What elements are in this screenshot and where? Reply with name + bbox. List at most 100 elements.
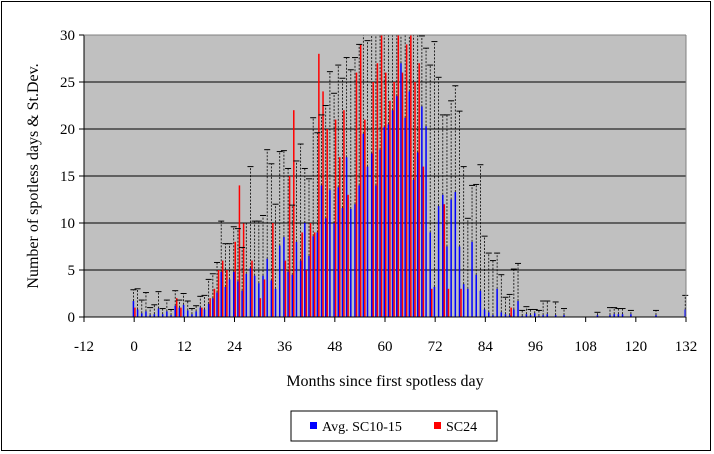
x-tick-label-0: 0 [130, 339, 138, 355]
x-tick-label-60: 60 [378, 339, 393, 355]
bar-sc24-19 [213, 288, 216, 317]
bar-avg-67 [412, 179, 415, 317]
legend-box [290, 410, 498, 442]
bar-avg-38 [291, 274, 294, 317]
bar-sc24-43 [313, 232, 316, 317]
bar-avg-44 [316, 232, 319, 317]
bar-avg-61 [387, 124, 390, 317]
bar-avg-56 [366, 166, 369, 317]
bar-avg-34 [274, 288, 277, 317]
bar-avg-12 [182, 304, 185, 317]
bar-sc24-51 [347, 194, 349, 317]
bar-sc24-63 [397, 35, 400, 317]
bar-sc24-36 [284, 260, 287, 317]
bar-avg-43 [312, 236, 314, 317]
bar-avg-8 [166, 311, 168, 317]
bar-avg-22 [224, 286, 227, 317]
bar-avg-21 [220, 271, 222, 317]
bar-avg-0 [132, 301, 135, 317]
y-axis-title: Number of spotless days & St.Dev. [25, 63, 42, 288]
bar-sc24-49 [339, 157, 341, 317]
bar-avg-59 [379, 149, 381, 317]
bar-avg-45 [320, 185, 323, 317]
bar-avg-95 [529, 315, 532, 317]
bar-avg-32 [266, 258, 268, 317]
bar-sc24-71 [430, 288, 433, 317]
x-tick-label-12: 12 [177, 339, 192, 355]
bar-avg-19 [212, 298, 214, 317]
bar-avg-99 [546, 314, 549, 317]
bar-sc24-26 [242, 223, 245, 317]
bar-sc24-75 [447, 288, 450, 317]
bar-sc24-90 [510, 307, 512, 317]
x-tick-label-72: 72 [428, 339, 443, 355]
bar-avg-41 [304, 223, 306, 317]
bar-avg-62 [391, 110, 394, 317]
y-tick-label-0: 0 [68, 310, 76, 326]
bar-avg-63 [396, 96, 398, 317]
bar-marks [132, 35, 686, 318]
bar-sc24-50 [343, 110, 345, 317]
bar-sc24-10 [175, 298, 178, 317]
bar-sc24-64 [401, 72, 404, 317]
bar-avg-101 [554, 315, 557, 317]
bar-sc24-53 [355, 72, 358, 317]
bar-avg-85 [488, 312, 490, 317]
bar-avg-65 [404, 117, 406, 317]
bar-avg-31 [262, 275, 264, 317]
bar-sc24-20 [217, 270, 220, 317]
bar-sc24-54 [359, 44, 362, 318]
bar-sc24-28 [251, 260, 253, 317]
bar-avg-74 [442, 194, 444, 317]
bar-avg-49 [337, 187, 340, 317]
bar-sc24-69 [422, 166, 425, 317]
bar-avg-17 [203, 309, 206, 317]
y-tick-label-25: 25 [60, 75, 75, 91]
x-tick-label-120: 120 [625, 339, 648, 355]
bar-avg-27 [245, 273, 248, 317]
bar-avg-40 [299, 260, 302, 317]
bar-avg-33 [270, 280, 273, 317]
legend-label-avg: Avg. SC10-15 [322, 420, 402, 435]
x-tick-label-36: 36 [277, 339, 293, 355]
bar-avg-48 [333, 223, 335, 317]
axes [79, 34, 687, 322]
bar-avg-70 [425, 126, 427, 318]
bar-sc24-0 [134, 307, 136, 317]
bar-avg-10 [174, 305, 176, 317]
bar-avg-116 [617, 314, 620, 317]
bar-avg-76 [450, 199, 452, 317]
y-tick-label-10: 10 [60, 216, 75, 232]
x-tick-label-132: 132 [675, 339, 698, 355]
bar-sc24-30 [259, 298, 262, 317]
x-tick-label-108: 108 [574, 339, 597, 355]
bar-avg-83 [479, 290, 482, 317]
bar-avg-16 [199, 307, 202, 317]
bar-avg-80 [467, 288, 469, 317]
x-tick-label-48: 48 [327, 339, 342, 355]
bar-avg-132 [684, 309, 686, 317]
bar-sc24-66 [410, 35, 412, 317]
bar-avg-35 [278, 245, 281, 317]
bar-sc24-59 [380, 35, 383, 317]
error-bars [130, 34, 689, 317]
bar-avg-84 [483, 309, 486, 317]
bar-avg-82 [475, 274, 477, 317]
bar-avg-11 [178, 307, 181, 317]
bar-sc24-21 [221, 260, 224, 317]
bar-sc24-38 [293, 110, 295, 317]
bar-avg-15 [195, 311, 197, 317]
bar-avg-119 [630, 314, 632, 317]
bar-avg-103 [563, 315, 565, 317]
bar-avg-18 [207, 303, 210, 317]
bar-avg-25 [237, 281, 239, 317]
bar-avg-20 [216, 292, 218, 317]
bar-avg-90 [508, 315, 511, 317]
bar-avg-89 [504, 314, 507, 317]
bar-avg-79 [462, 284, 465, 317]
bar-avg-81 [471, 241, 473, 317]
bar-avg-50 [341, 207, 344, 317]
bar-sc24-74 [443, 204, 446, 317]
bar-avg-46 [324, 218, 327, 317]
bar-avg-117 [621, 314, 624, 317]
